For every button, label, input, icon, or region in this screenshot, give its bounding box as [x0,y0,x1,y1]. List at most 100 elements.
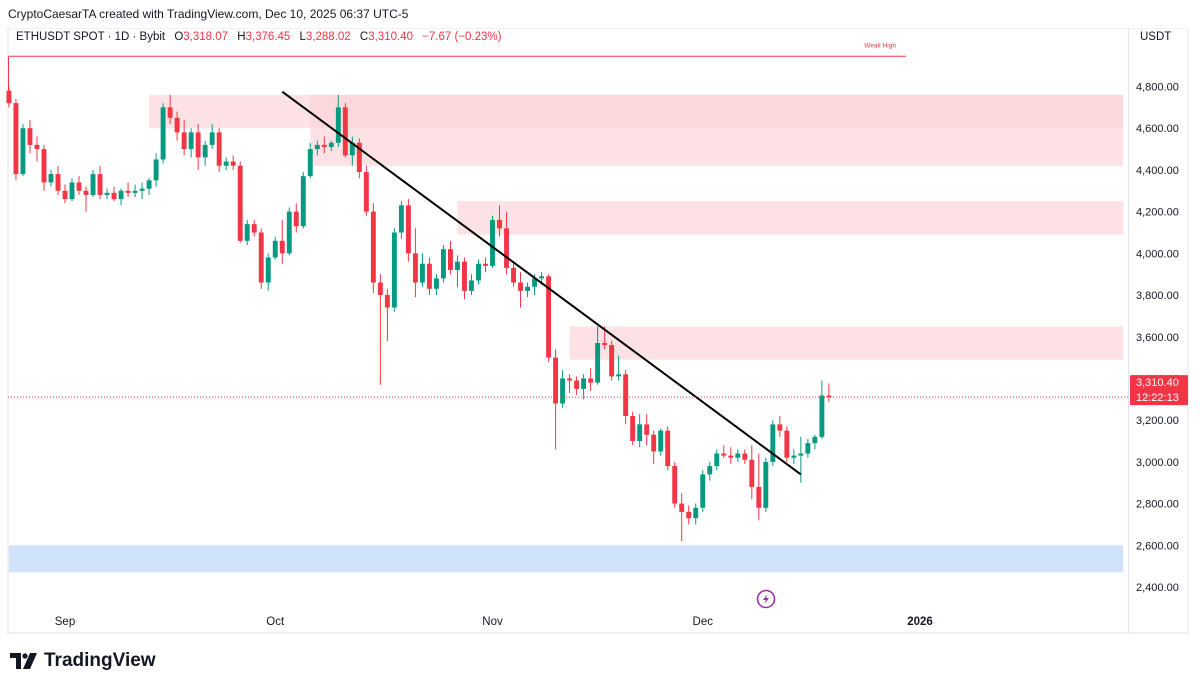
candle[interactable] [497,205,502,237]
price-chart[interactable]: Weak High 4,800.00 4,600.00 4,400.00 4,200.… [0,28,1200,641]
candle[interactable] [560,370,566,408]
candle[interactable] [314,140,320,156]
candle[interactable] [69,178,75,202]
last-price-badge[interactable]: 3,310.40 12:22:13 [1130,375,1188,406]
chart-frame[interactable]: Weak High 4,800.00 4,600.00 4,400.00 4,200.… [0,28,1200,641]
candle[interactable] [391,228,397,312]
resistance-zone[interactable] [310,94,1124,166]
candle[interactable] [567,374,573,394]
candle[interactable] [76,176,82,195]
candle[interactable] [27,119,33,154]
candle[interactable] [307,142,313,179]
candle[interactable] [756,453,762,521]
candle[interactable] [328,140,334,152]
candle[interactable] [693,503,699,525]
candle[interactable] [335,94,341,147]
candle[interactable] [447,240,453,275]
candle[interactable] [721,445,727,458]
candle[interactable] [55,165,61,195]
candle[interactable] [588,368,594,391]
candle[interactable] [749,445,755,500]
symbol-legend[interactable]: ETHUSDT SPOT · 1D · Bybit O3,318.07 H3,3… [16,31,501,43]
candle[interactable] [160,103,166,164]
candle[interactable] [272,236,278,260]
candle[interactable] [658,428,664,456]
candle[interactable] [770,420,776,467]
candle[interactable] [244,219,250,245]
candle[interactable] [293,203,299,233]
candle[interactable] [20,124,26,177]
candle[interactable] [153,153,159,187]
candle[interactable] [83,186,89,212]
candle[interactable] [279,219,285,264]
candle[interactable] [826,383,832,402]
candle[interactable] [455,255,460,287]
candle[interactable] [237,161,243,243]
candle[interactable] [651,430,657,464]
resistance-zone[interactable] [569,326,1124,360]
candle[interactable] [41,144,47,191]
candle[interactable] [581,374,587,400]
candle[interactable] [805,438,811,458]
candle[interactable] [97,165,103,200]
candle[interactable] [784,426,790,462]
candle[interactable] [398,201,404,239]
candle[interactable] [356,138,362,179]
candle[interactable] [321,136,327,154]
candle[interactable] [595,326,601,385]
candle[interactable] [286,207,292,256]
candle[interactable] [230,155,236,170]
candle[interactable] [462,257,467,300]
candle[interactable] [167,94,173,125]
candle[interactable] [342,103,348,158]
candle[interactable] [433,274,439,296]
candle[interactable] [34,136,40,162]
price-axis[interactable]: 4,800.00 4,600.00 4,400.00 4,200.00 4,000.00… [1128,28,1189,633]
candle[interactable] [525,282,530,298]
trendline[interactable] [281,90,802,476]
candle[interactable] [798,436,804,483]
candle[interactable] [763,457,769,512]
candle[interactable] [700,470,706,512]
candle[interactable] [511,261,516,287]
candle[interactable] [90,169,96,198]
candle[interactable] [476,259,481,285]
candle[interactable] [644,413,650,446]
candle[interactable] [62,184,68,204]
candle[interactable] [665,426,671,471]
candle[interactable] [672,461,678,508]
candle[interactable] [363,165,369,216]
candle[interactable] [349,136,355,166]
candle[interactable] [125,182,131,198]
candle[interactable] [405,199,411,262]
candle[interactable] [419,253,425,287]
candle[interactable] [111,186,117,202]
candle[interactable] [174,111,180,141]
candle[interactable] [251,219,257,237]
candle[interactable] [6,86,12,108]
candle[interactable] [48,169,54,187]
candle[interactable] [574,376,580,396]
candle[interactable] [384,288,390,341]
tradingview-logo[interactable]: TradingView [10,648,156,674]
candle[interactable] [223,157,229,170]
candle[interactable] [812,434,818,450]
candle[interactable] [504,211,509,275]
resistance-zone[interactable] [457,201,1124,235]
currency-label[interactable]: USDT [1140,31,1172,43]
candle[interactable] [412,228,418,298]
candle[interactable] [637,413,643,448]
candle[interactable] [616,355,622,381]
candle[interactable] [679,493,685,542]
candle[interactable] [609,340,615,381]
candle[interactable] [195,124,201,170]
candle[interactable] [181,119,187,156]
candle[interactable] [139,182,145,200]
candle[interactable] [216,128,222,173]
candle[interactable] [483,257,488,273]
candle[interactable] [370,203,376,293]
candle[interactable] [146,178,152,195]
candle[interactable] [202,140,208,166]
candle[interactable] [132,184,138,198]
candle[interactable] [707,461,713,481]
